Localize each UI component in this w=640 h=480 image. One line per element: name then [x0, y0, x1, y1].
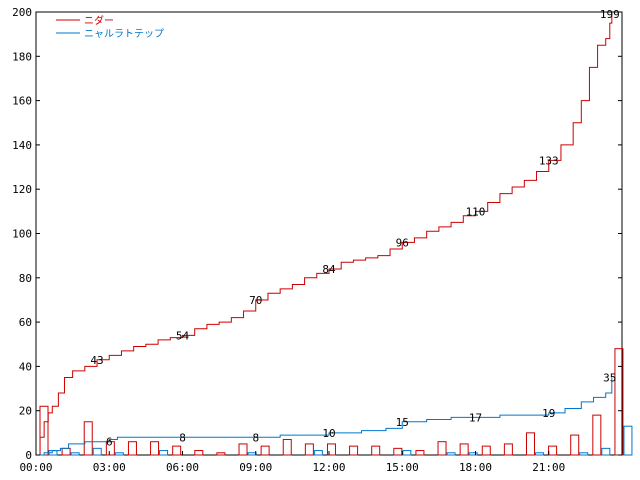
y-tick-label: 80 — [19, 272, 32, 285]
legend-label: ニャルラトテップ — [84, 28, 164, 40]
bar-red — [371, 445, 381, 456]
bar-red — [194, 450, 204, 456]
bars-layer — [39, 348, 633, 456]
data-label: 70 — [249, 294, 262, 307]
bar-blue — [579, 452, 589, 456]
bar-blue — [534, 452, 544, 456]
data-label: 8 — [252, 431, 259, 444]
bar-red — [216, 452, 226, 456]
bar-blue — [601, 447, 611, 456]
axes-layer: 0 20 40 60 80 100 120 140 160 180 200 00:00 03:00 06:… — [12, 6, 622, 474]
bar-blue — [70, 452, 80, 456]
data-label: 133 — [539, 154, 559, 167]
data-label: 54 — [176, 329, 190, 342]
x-tick-label: 00:00 — [19, 461, 52, 474]
bar-red — [304, 443, 314, 456]
data-label: 15 — [396, 416, 409, 429]
data-labels-layer: 43 54 70 84 96 110 133 199 6 8 8 10 15 17 19 35 — [90, 8, 619, 448]
bar-red — [415, 450, 425, 456]
x-tick-label: 03:00 — [93, 461, 126, 474]
bar-blue — [468, 452, 478, 456]
y-tick-label: 200 — [12, 6, 32, 19]
y-tick-label: 40 — [19, 360, 32, 373]
x-tick-label: 18:00 — [459, 461, 492, 474]
bar-red — [503, 443, 513, 456]
bar-blue — [623, 425, 633, 456]
bar-blue — [313, 450, 323, 456]
bar-red — [172, 445, 182, 456]
bar-red — [83, 421, 93, 456]
y-tick-label: 120 — [12, 183, 32, 196]
bar-red — [238, 443, 248, 456]
bar-red — [570, 434, 580, 456]
y-tick-label: 0 — [25, 449, 32, 462]
y-tick-label: 20 — [19, 405, 32, 418]
bar-blue — [114, 452, 124, 456]
bar-red — [282, 438, 292, 456]
legend-label: ニダー — [84, 14, 114, 27]
bar-red — [150, 441, 160, 456]
bar-blue — [402, 450, 412, 456]
bar-red — [105, 441, 115, 456]
series-line-red — [36, 14, 613, 456]
bar-red — [260, 445, 270, 456]
bar-red — [127, 441, 137, 456]
x-tick-label: 06:00 — [166, 461, 199, 474]
bar-red — [437, 441, 447, 456]
data-label: 8 — [179, 431, 186, 444]
y-tick-label: 60 — [19, 316, 32, 329]
bar-red — [459, 443, 469, 456]
bar-blue — [446, 452, 456, 456]
bar-red — [548, 445, 558, 456]
y-tick-label: 100 — [12, 228, 32, 241]
y-tick-label: 180 — [12, 50, 32, 63]
x-tick-label: 09:00 — [239, 461, 272, 474]
data-label: 35 — [603, 371, 616, 384]
plot-area — [35, 11, 623, 456]
y-tick-label: 160 — [12, 95, 32, 108]
series-line-blue — [36, 377, 613, 456]
data-label: 19 — [542, 407, 555, 420]
data-label: 199 — [600, 8, 620, 21]
x-tick-label: 12:00 — [312, 461, 345, 474]
y-tick-label: 140 — [12, 139, 32, 152]
data-label: 6 — [106, 436, 113, 449]
bar-red — [592, 414, 602, 456]
x-tick-label: 15:00 — [386, 461, 419, 474]
bar-red — [525, 432, 535, 456]
series-layer — [36, 14, 613, 456]
data-label: 110 — [466, 205, 486, 218]
data-label: 96 — [396, 236, 409, 249]
data-label: 43 — [90, 354, 103, 367]
data-label: 17 — [469, 411, 482, 424]
bar-blue — [92, 447, 102, 456]
bar-red — [481, 445, 491, 456]
bar-red — [349, 445, 359, 456]
x-tick-label: 21:00 — [532, 461, 565, 474]
bar-blue — [159, 450, 169, 456]
data-label: 10 — [322, 427, 335, 440]
bar-red — [326, 443, 336, 456]
data-label: 84 — [322, 263, 336, 276]
